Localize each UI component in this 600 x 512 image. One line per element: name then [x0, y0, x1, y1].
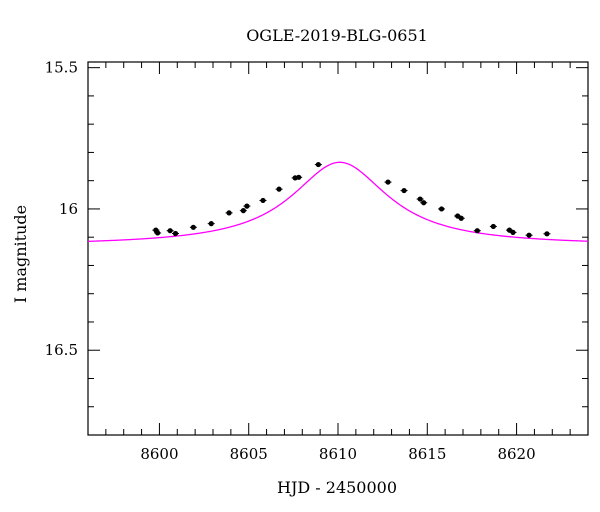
data-point: [526, 232, 532, 238]
data-point: [226, 210, 232, 216]
data-point: [260, 197, 266, 204]
x-tick-label: 8605: [230, 445, 268, 463]
data-point: [385, 179, 391, 185]
axes-box: [87, 61, 589, 436]
y-axis-label: I magnitude: [11, 205, 30, 303]
x-tick-label: 8615: [408, 445, 446, 463]
data-point: [167, 228, 173, 234]
data-point: [490, 223, 496, 230]
data-point: [458, 215, 464, 221]
x-tick-label: 8620: [497, 445, 535, 463]
data-point: [438, 206, 445, 212]
data-point: [421, 200, 427, 206]
data-point: [296, 174, 302, 180]
data-point: [172, 230, 179, 237]
x-tick-label: 8600: [140, 445, 178, 463]
x-tick-label: 8610: [319, 445, 357, 463]
data-point: [208, 221, 214, 227]
data-point: [510, 229, 516, 235]
x-axis-label: HJD - 2450000: [277, 478, 397, 497]
y-tick-label: 15.5: [45, 59, 78, 77]
y-tick-label: 16.5: [45, 341, 78, 359]
plot-frame: [87, 61, 589, 436]
x-axis-ticks: [87, 62, 589, 435]
data-point: [544, 231, 550, 237]
model-curve: [87, 161, 589, 242]
y-tick-label: 16: [59, 200, 78, 218]
data-point: [276, 186, 282, 192]
data-point: [474, 228, 480, 234]
data-point: [155, 230, 161, 236]
data-point: [401, 187, 407, 194]
data-point: [190, 224, 196, 230]
data-point: [244, 203, 250, 209]
y-axis-ticks: [88, 67, 588, 436]
data-point: [315, 161, 321, 168]
y-axis-tick-labels: 15.5 16 16.5: [45, 59, 78, 360]
data-point: [417, 196, 423, 202]
data-points: [152, 161, 551, 238]
chart-title: OGLE-2019-BLG-0651: [246, 26, 428, 45]
data-point: [240, 208, 246, 214]
x-axis-tick-labels: 8600 8605 8610 8615 8620: [140, 445, 535, 463]
